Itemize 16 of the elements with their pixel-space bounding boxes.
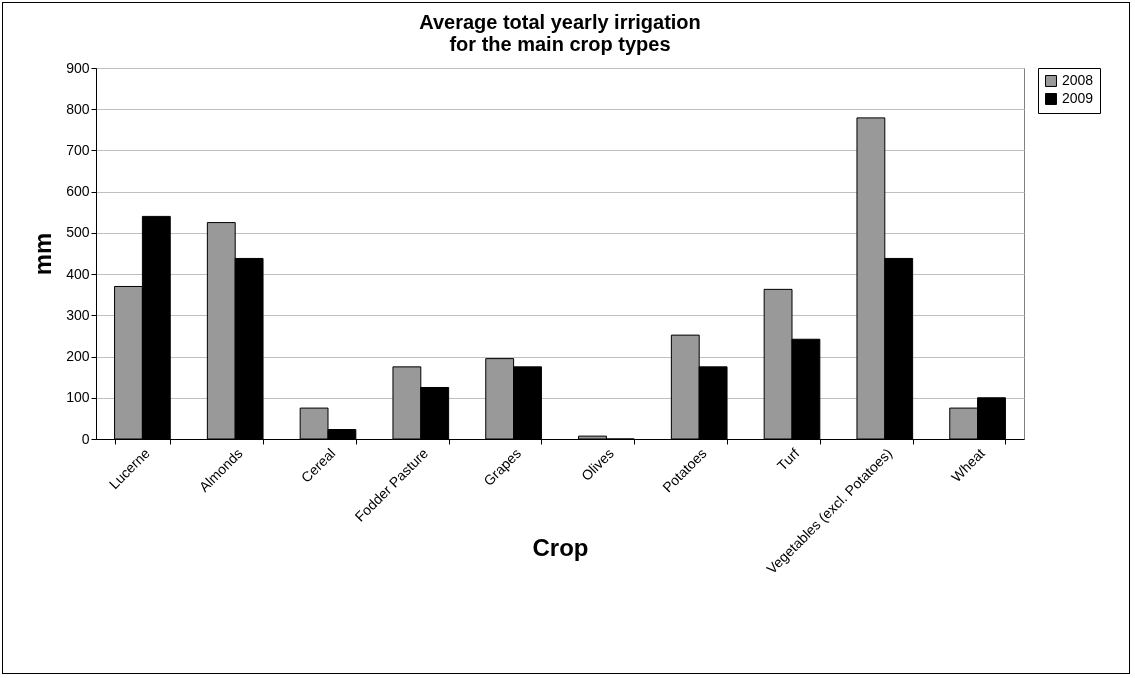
legend-label: 2009 (1062, 90, 1094, 106)
y-tick-label: 500 (66, 224, 90, 241)
y-tick-label: 800 (66, 100, 90, 117)
legend-label: 2008 (1062, 72, 1094, 88)
chart-title: Average total yearly irrigation for the main crop types (419, 11, 701, 55)
y-tick-label: 100 (66, 389, 90, 406)
y-axis-title: mm (29, 232, 57, 276)
y-tick-label: 900 (66, 59, 90, 76)
y-tick-label: 300 (66, 306, 90, 323)
x-tick-label: Turf (773, 445, 803, 474)
x-axis-title: Crop (532, 533, 589, 561)
y-tick-label: 400 (66, 265, 90, 282)
y-tick-label: 700 (66, 141, 90, 158)
y-tick-label: 0 (81, 430, 90, 447)
y-tick-label: 600 (66, 183, 90, 200)
y-tick-label: 200 (66, 348, 90, 365)
